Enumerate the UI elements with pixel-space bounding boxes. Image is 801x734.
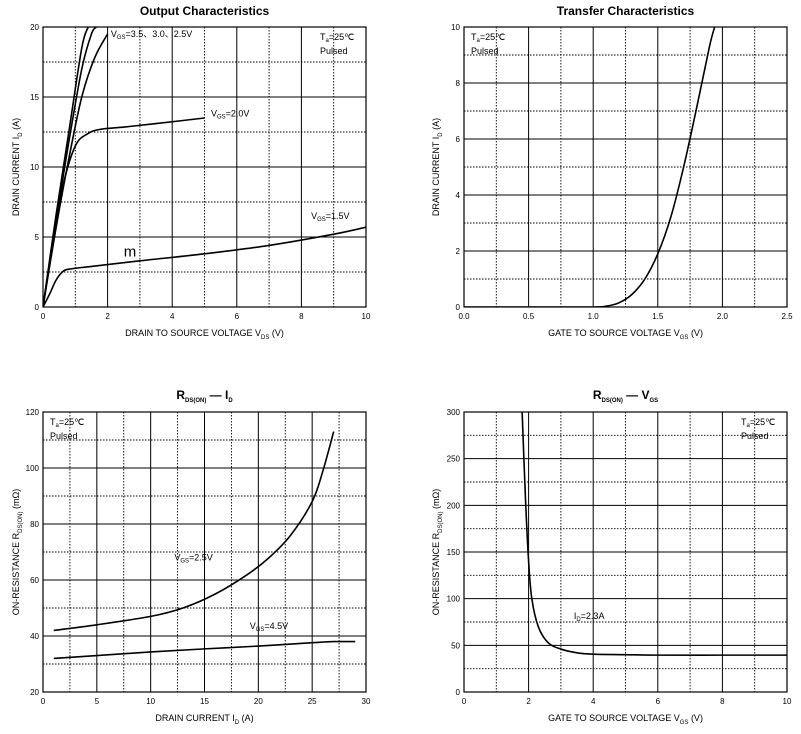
x-tick-label: 2 xyxy=(526,697,531,706)
y-tick-label: 20 xyxy=(30,688,39,697)
x-tick-label: 0 xyxy=(462,697,467,706)
y-tick-label: 60 xyxy=(30,576,39,585)
y-tick-label: 150 xyxy=(447,548,461,557)
chart-title: RDS(ON) — VGS xyxy=(593,388,658,404)
y-tick-label: 250 xyxy=(447,455,461,464)
y-tick-label: 300 xyxy=(447,408,461,417)
y-tick-label: 50 xyxy=(451,641,460,650)
y-axis-label: ON-RESISTANCE RDS(ON) (mΩ) xyxy=(11,489,24,615)
y-tick-label: 100 xyxy=(447,595,461,604)
x-tick-label: 2.0 xyxy=(717,312,729,321)
x-tick-label: 1.0 xyxy=(588,312,600,321)
x-axis-label: DRAIN TO SOURCE VOLTAGE VDS (V) xyxy=(125,328,284,341)
x-tick-label: 6 xyxy=(656,697,661,706)
chart-output: 0 2 4 6 8 10 0 5 10 15 20 Output Characteristics DRA… xyxy=(11,4,371,341)
x-tick-label: 10 xyxy=(146,697,155,706)
chart-transfer: 0.0 0.5 1.0 1.5 2.0 2.5 0 2 4 6 8 10 Transfer Charac… xyxy=(431,4,793,341)
y-tick-label: 5 xyxy=(35,233,40,242)
y-tick-label: 15 xyxy=(30,93,39,102)
x-tick-label: 15 xyxy=(200,697,209,706)
plot-frame xyxy=(42,411,367,693)
chart-title: RDS(ON) — ID xyxy=(176,388,233,404)
y-tick-label: 10 xyxy=(30,163,39,172)
series-line-1 xyxy=(53,640,356,660)
x-tick-label: 30 xyxy=(362,697,371,706)
y-axis-label: ON-RESISTANCE RDS(ON) (mΩ) xyxy=(431,489,444,615)
y-tick-label: 20 xyxy=(30,23,39,32)
plot-frame xyxy=(463,26,788,308)
curve-annotation: m xyxy=(124,244,137,261)
series-line-0 xyxy=(464,27,716,307)
series-line-0 xyxy=(53,431,335,632)
x-axis-label: GATE TO SOURCE VOLTAGE VGS (V) xyxy=(548,713,703,726)
y-tick-label: 200 xyxy=(447,501,461,510)
x-tick-label: 8 xyxy=(720,697,725,706)
y-axis-label: DRAIN CURRENT ID (A) xyxy=(11,118,24,216)
x-tick-label: 10 xyxy=(362,312,371,321)
chart-rds_id: 0 5 10 15 20 25 30 20 40 60 80 100 120 RDS(ON) — ID DR… xyxy=(11,388,371,726)
plot-frame xyxy=(463,411,788,693)
chart-title: Output Characteristics xyxy=(140,4,270,18)
x-tick-label: 4 xyxy=(170,312,175,321)
curve-annotation: VGS=1.5V xyxy=(311,211,349,223)
plot-frame xyxy=(42,26,367,308)
chart-title: Transfer Characteristics xyxy=(557,4,695,18)
y-tick-label: 4 xyxy=(456,191,461,200)
curve-annotation: VGS=3.5、3.0、2.5V xyxy=(111,29,192,41)
series-line-0 xyxy=(521,412,787,656)
y-tick-label: 8 xyxy=(456,79,461,88)
condition-pulsed: Pulsed xyxy=(741,431,769,441)
x-axis-label: GATE TO SOURCE VOLTAGE VGS (V) xyxy=(548,328,703,341)
curve-annotation: VGS=2.5V xyxy=(174,552,212,564)
y-tick-label: 0 xyxy=(456,303,461,312)
minor-gridlines xyxy=(464,27,787,307)
x-tick-label: 8 xyxy=(299,312,304,321)
condition-temperature: Ta=25℃ xyxy=(471,32,505,44)
y-axis-label: DRAIN CURRENT ID (A) xyxy=(431,118,444,216)
x-tick-label: 4 xyxy=(591,697,596,706)
condition-temperature: Ta=25℃ xyxy=(50,417,84,429)
y-tick-label: 10 xyxy=(451,23,460,32)
y-tick-label: 0 xyxy=(35,303,40,312)
x-tick-label: 1.5 xyxy=(652,312,664,321)
condition-pulsed: Pulsed xyxy=(50,431,78,441)
x-tick-label: 0 xyxy=(41,697,46,706)
y-tick-label: 80 xyxy=(30,520,39,529)
curve-annotation: ID=2.3A xyxy=(574,611,605,623)
x-tick-label: 25 xyxy=(308,697,317,706)
condition-temperature: Ta=25℃ xyxy=(320,32,354,44)
x-axis-label: DRAIN CURRENT ID (A) xyxy=(155,713,253,726)
curve-annotation: VGS=2.0V xyxy=(211,109,249,121)
y-tick-label: 120 xyxy=(26,408,40,417)
x-tick-label: 0 xyxy=(41,312,46,321)
x-tick-label: 0.0 xyxy=(458,312,470,321)
series-line-3 xyxy=(43,117,205,307)
condition-pulsed: Pulsed xyxy=(471,46,499,56)
x-tick-label: 20 xyxy=(254,697,263,706)
y-tick-label: 2 xyxy=(456,247,461,256)
y-tick-label: 6 xyxy=(456,135,461,144)
y-tick-label: 100 xyxy=(26,464,40,473)
x-tick-label: 2 xyxy=(105,312,110,321)
x-tick-label: 6 xyxy=(235,312,240,321)
y-tick-label: 0 xyxy=(456,688,461,697)
curve-annotation: VGS=4.5V xyxy=(250,621,288,633)
y-tick-label: 40 xyxy=(30,632,39,641)
x-tick-label: 10 xyxy=(783,697,792,706)
x-tick-label: 0.5 xyxy=(523,312,535,321)
x-tick-label: 2.5 xyxy=(781,312,793,321)
x-tick-label: 5 xyxy=(95,697,100,706)
condition-temperature: Ta=25℃ xyxy=(741,417,775,429)
condition-pulsed: Pulsed xyxy=(320,46,348,56)
series-line-4 xyxy=(43,226,366,307)
